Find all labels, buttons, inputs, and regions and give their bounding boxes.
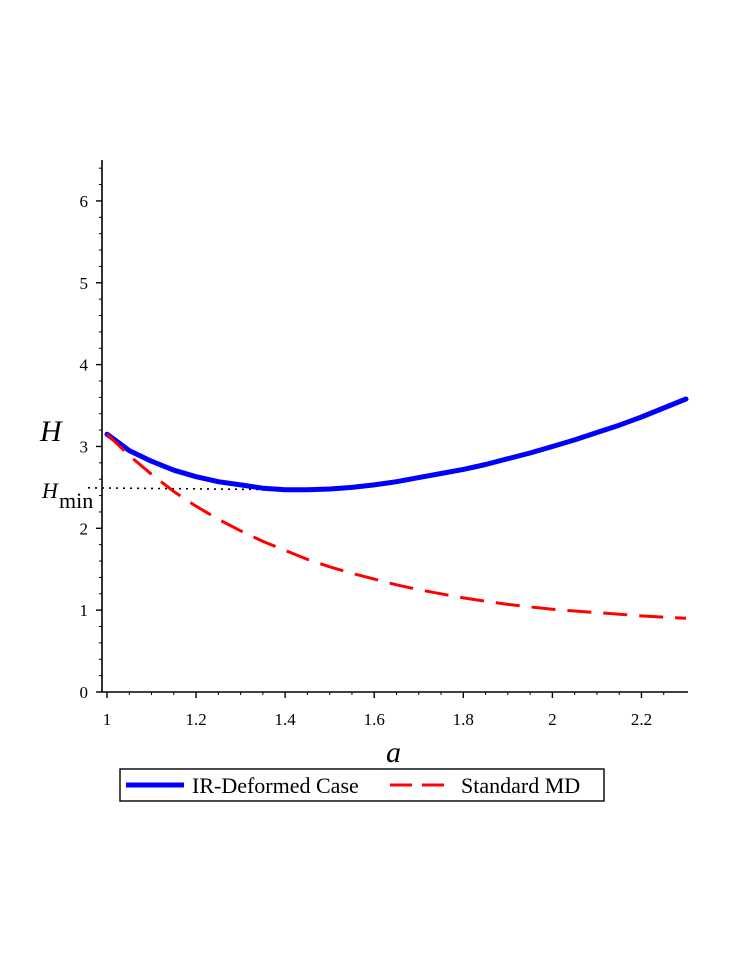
series-layer [104,396,689,620]
y-tick-label-5: 5 [80,274,89,293]
series-standard-md-line [105,433,687,620]
x-tick-label-2: 1.4 [275,710,297,729]
y-tick-label-1: 1 [80,601,89,620]
legend: IR-Deformed Case Standard MD [119,768,605,802]
x-tick-label-1: 1.2 [185,710,206,729]
y-tick-label-4: 4 [80,356,89,375]
legend-label-ir-deformed: IR-Deformed Case [192,773,359,798]
y-tick-label-3: 3 [80,437,89,456]
legend-label-standard-md: Standard MD [461,773,580,798]
x-tick-label-3: 1.6 [364,710,385,729]
hmin-dotted-line [87,487,303,491]
hmin-label-sub: min [59,488,93,513]
x-tick-label-6: 2.2 [631,710,652,729]
y-tick-label-0: 0 [80,683,89,702]
y-axis-title: H [39,415,64,448]
x-axis-title: a [386,736,401,769]
hmin-label: H [41,478,59,503]
series-ir-deformed-case-line [104,396,689,493]
legend-box [119,768,605,802]
y-tick-label-2: 2 [80,519,89,538]
y-ticks: 0 1 2 3 4 5 6 [80,167,102,702]
x-tick-label-0: 1 [103,710,112,729]
x-tick-label-5: 2 [548,710,557,729]
x-tick-label-4: 1.8 [453,710,474,729]
y-tick-label-6: 6 [80,192,89,211]
x-ticks: 1 1.2 1.4 1.6 1.8 2 2.2 [103,692,665,729]
